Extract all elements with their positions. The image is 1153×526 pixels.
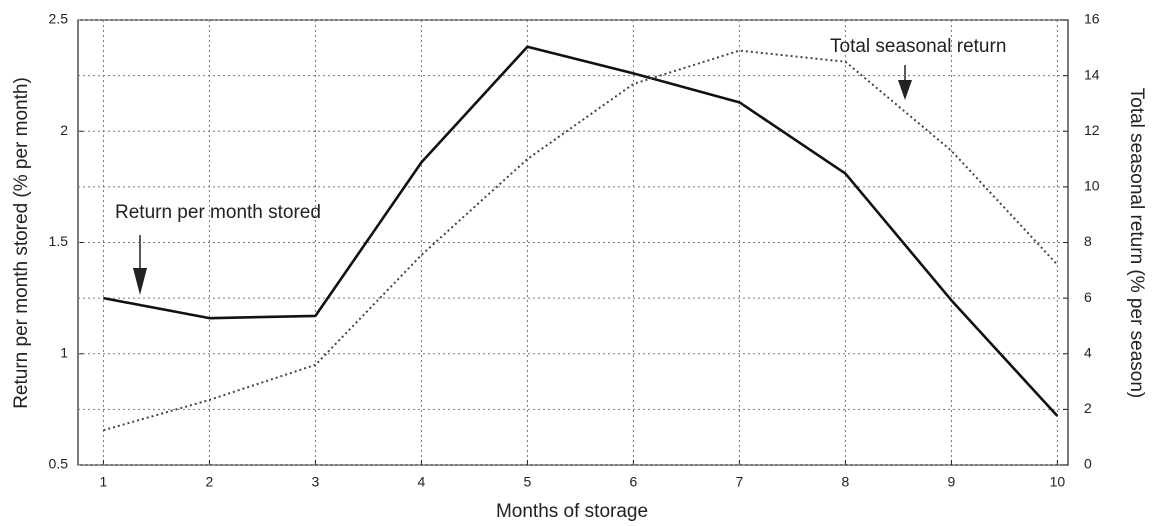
series-line xyxy=(103,49,1059,432)
x-tick-label: 7 xyxy=(736,474,744,490)
x-tick-label: 1 xyxy=(100,474,108,490)
y2-tick-label: 6 xyxy=(1084,289,1092,305)
y-tick-label: 2.5 xyxy=(49,11,69,27)
y2-tick-label: 8 xyxy=(1084,233,1092,249)
y2-tick-label: 10 xyxy=(1084,178,1100,194)
x-axis-label: Months of storage xyxy=(496,501,648,522)
x-tick-label: 10 xyxy=(1050,474,1066,490)
annotation-arrowhead xyxy=(898,80,912,100)
y2-axis-label: Total seasonal return (% per season) xyxy=(1126,88,1147,399)
annotation: Return per month stored xyxy=(115,202,321,223)
series-line xyxy=(103,45,1059,417)
x-tick-label: 5 xyxy=(524,474,532,490)
y2-tick-label: 0 xyxy=(1084,456,1092,472)
y2-tick-label: 12 xyxy=(1084,122,1100,138)
x-tick-label: 8 xyxy=(842,474,850,490)
y-tick-label: 1 xyxy=(60,344,68,360)
x-tick-label: 9 xyxy=(948,474,956,490)
annotation-arrowhead xyxy=(133,268,147,295)
x-tick-label: 3 xyxy=(312,474,320,490)
y-tick-label: 0.5 xyxy=(49,456,69,472)
y2-tick-label: 4 xyxy=(1084,344,1092,360)
x-tick-label: 4 xyxy=(418,474,426,490)
y2-tick-label: 2 xyxy=(1084,400,1092,416)
y-axis-label: Return per month stored (% per month) xyxy=(11,77,32,409)
x-tick-label: 6 xyxy=(630,474,638,490)
y-tick-label: 1.5 xyxy=(49,233,69,249)
y2-tick-label: 16 xyxy=(1084,11,1100,27)
x-tick-label: 2 xyxy=(206,474,214,490)
annotation: Total seasonal return xyxy=(830,36,1006,57)
y-tick-label: 2 xyxy=(60,122,68,138)
y2-tick-label: 14 xyxy=(1084,66,1100,82)
